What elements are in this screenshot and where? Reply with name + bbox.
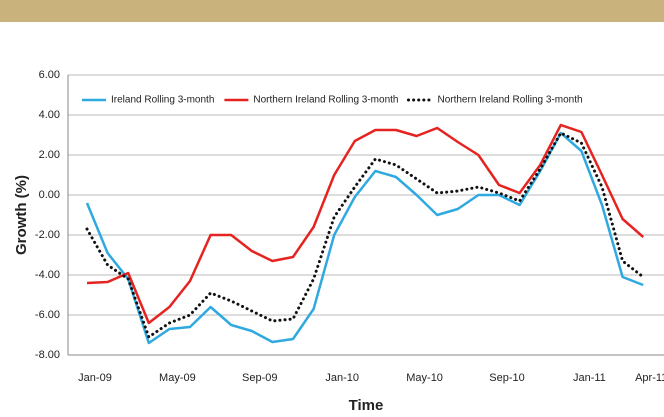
x-tick-label: May-09 — [159, 372, 196, 384]
x-tick-label: Jan-10 — [325, 372, 359, 384]
x-axis-title: Time — [349, 397, 384, 414]
series-line — [86, 123, 645, 325]
x-tick-label: Apr-11 — [635, 372, 664, 384]
y-tick-label: -2.00 — [35, 229, 60, 241]
x-tick-label: Sep-10 — [489, 372, 524, 384]
y-tick-label: 4.00 — [39, 109, 60, 121]
y-tick-label: -6.00 — [35, 309, 60, 321]
x-tick-label: Jan-11 — [573, 372, 606, 384]
x-tick-label: Sep-09 — [242, 372, 277, 384]
series-line — [85, 131, 644, 345]
x-tick-label: May-10 — [406, 372, 443, 384]
legend-label: Northern Ireland Rolling 3-month — [253, 95, 398, 106]
y-axis-title: Growth (%) — [13, 175, 30, 255]
y-tick-label: -4.00 — [35, 269, 60, 281]
legend-label: Northern Ireland Rolling 3-month — [437, 95, 582, 106]
series-line — [85, 131, 645, 339]
legend: Ireland Rolling 3-month Northern Ireland … — [82, 95, 583, 106]
legend-label: Ireland Rolling 3-month — [111, 95, 214, 106]
header-band — [0, 0, 664, 22]
y-tick-label: 0.00 — [39, 189, 60, 201]
y-tick-label: 6.00 — [39, 69, 60, 81]
x-tick-label: Jan-09 — [78, 372, 112, 384]
y-tick-label: -8.00 — [35, 349, 60, 361]
y-tick-label: 2.00 — [39, 149, 60, 161]
